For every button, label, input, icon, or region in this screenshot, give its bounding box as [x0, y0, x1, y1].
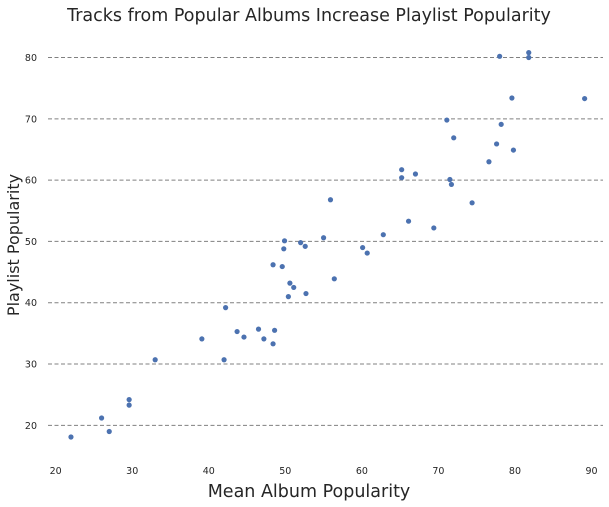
scatter-point [199, 336, 205, 342]
y-tick-label: 60 [25, 176, 37, 187]
scatter-point [364, 250, 370, 256]
scatter-point [281, 246, 287, 252]
y-tick-label: 30 [25, 360, 37, 371]
x-axis-label: Mean Album Popularity [208, 482, 411, 502]
scatter-point [106, 428, 112, 435]
scatter-point [444, 117, 450, 123]
scatter-point [241, 334, 247, 340]
scatter-point [126, 402, 132, 408]
scatter-point [223, 305, 229, 311]
data-points [68, 50, 588, 440]
scatter-point [469, 200, 475, 206]
scatter-point [126, 397, 132, 403]
scatter-point [497, 53, 503, 59]
scatter-point [279, 263, 285, 270]
scatter-point [405, 218, 412, 224]
scatter-point [448, 181, 455, 188]
scatter-point [360, 244, 366, 251]
y-tick-label: 80 [25, 53, 37, 64]
scatter-point [399, 175, 405, 181]
scatter-point [302, 243, 308, 249]
scatter-point [152, 357, 158, 363]
scatter-point [221, 357, 227, 363]
scatter-point [399, 167, 405, 173]
chart-title: Tracks from Popular Albums Increase Play… [66, 6, 551, 26]
y-tick-label: 40 [25, 298, 37, 309]
x-tick-label: 90 [585, 466, 597, 477]
scatter-point [234, 328, 240, 335]
y-axis-label: Playlist Popularity [4, 174, 23, 316]
scatter-point [380, 232, 386, 238]
scatter-point [331, 276, 337, 282]
scatter-point [509, 95, 515, 101]
scatter-point [327, 197, 334, 203]
scatter-point [298, 240, 304, 246]
scatter-point [526, 50, 532, 56]
x-tick-label: 70 [432, 466, 444, 477]
scatter-point [261, 336, 267, 342]
scatter-point [291, 284, 297, 291]
x-tick-labels: 20 30 40 50 60 70 80 90 [50, 466, 598, 477]
scatter-point [98, 415, 105, 421]
scatter-point [486, 159, 492, 165]
x-tick-label: 50 [279, 466, 291, 477]
scatter-point [285, 294, 291, 300]
scatter-point [68, 434, 74, 440]
scatter-point [270, 341, 276, 347]
grid-layer [48, 57, 603, 426]
x-tick-label: 20 [50, 466, 62, 477]
x-tick-label: 40 [203, 466, 215, 477]
scatter-point [412, 171, 419, 177]
x-tick-label: 30 [126, 466, 138, 477]
scatter-point [498, 121, 504, 127]
y-tick-label: 50 [25, 237, 37, 248]
y-tick-label: 70 [25, 114, 37, 125]
scatter-point [447, 176, 453, 183]
scatter-point [320, 235, 327, 241]
scatter-point [287, 280, 293, 286]
scatter-point [303, 290, 309, 297]
scatter-point [281, 238, 288, 244]
x-tick-label: 80 [509, 466, 521, 477]
scatter-point [451, 135, 457, 141]
scatter-point [270, 262, 276, 268]
scatter-point [431, 225, 437, 231]
y-tick-labels: 20 30 40 50 60 70 80 [25, 53, 37, 432]
scatter-point [526, 54, 532, 61]
scatter-point [493, 141, 500, 147]
y-tick-label: 20 [25, 421, 37, 432]
x-tick-label: 60 [356, 466, 368, 477]
scatter-point [271, 327, 278, 333]
scatter-point [255, 326, 262, 332]
scatter-point [510, 147, 517, 153]
scatter-point [582, 95, 588, 102]
